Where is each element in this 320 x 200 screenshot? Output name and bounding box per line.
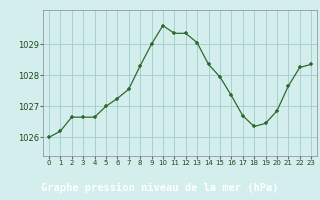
Text: Graphe pression niveau de la mer (hPa): Graphe pression niveau de la mer (hPa)	[41, 183, 279, 193]
